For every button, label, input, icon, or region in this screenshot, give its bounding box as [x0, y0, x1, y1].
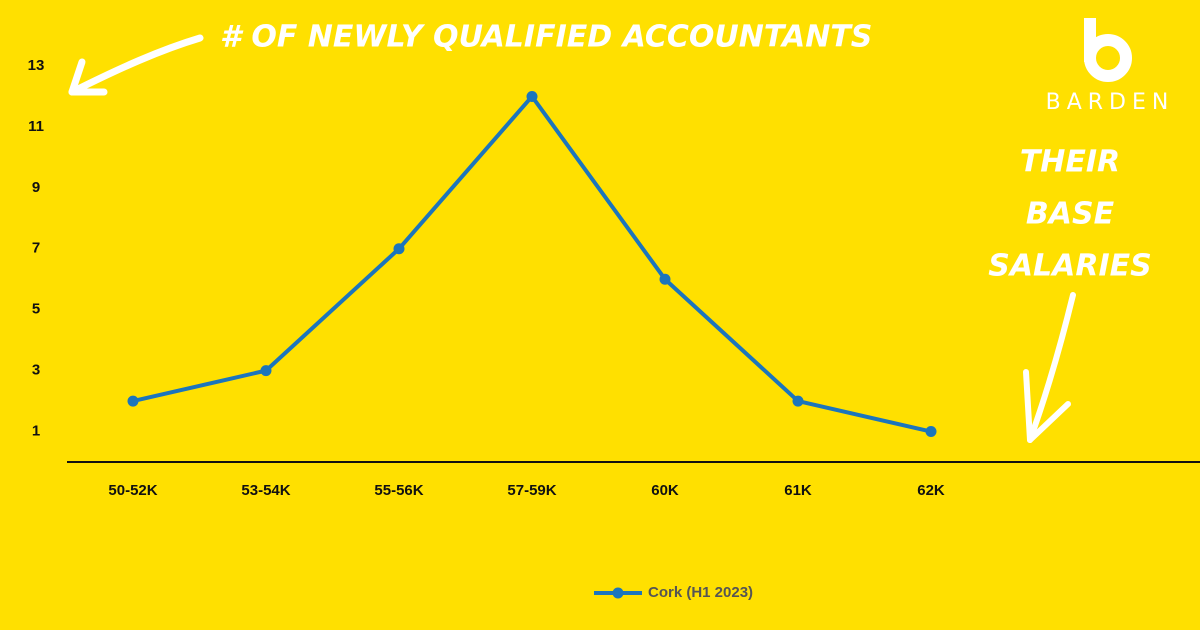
data-point — [659, 273, 671, 285]
x-tick-label: 57-59K — [507, 482, 556, 499]
arrow-left — [68, 34, 204, 96]
x-tick-label: 61K — [784, 482, 812, 499]
y-tick-label: 5 — [32, 301, 40, 318]
annotation: # OF NEWLY QUALIFIED ACCOUNTANTS — [220, 20, 872, 55]
annotation: SALARIES — [988, 249, 1152, 284]
annotation: THEIR — [1020, 145, 1120, 180]
y-tick-label: 13 — [28, 57, 45, 74]
series-line — [132, 94, 932, 434]
data-point — [127, 395, 139, 407]
logo-text: BARDEN — [1046, 90, 1175, 115]
data-point — [260, 365, 272, 377]
annotation: BASE — [1026, 197, 1115, 232]
x-tick-label: 62K — [917, 482, 945, 499]
data-point — [526, 90, 538, 102]
x-tick-label: 50-52K — [108, 482, 157, 499]
data-point — [792, 395, 804, 407]
x-tick-label: 60K — [651, 482, 679, 499]
logo-mark — [1084, 18, 1132, 82]
y-tick-label: 1 — [32, 423, 40, 440]
y-tick-label: 3 — [32, 362, 40, 379]
data-point — [925, 426, 937, 438]
y-tick-label: 9 — [32, 179, 40, 196]
legend-marker — [612, 587, 624, 599]
x-tick-label: 55-56K — [374, 482, 423, 499]
x-tick-label: 53-54K — [241, 482, 290, 499]
legend-label: Cork (H1 2023) — [648, 584, 753, 601]
y-tick-label: 11 — [28, 118, 44, 135]
data-point — [393, 243, 405, 255]
y-tick-label: 7 — [32, 240, 40, 257]
arrow-right — [1023, 292, 1076, 443]
